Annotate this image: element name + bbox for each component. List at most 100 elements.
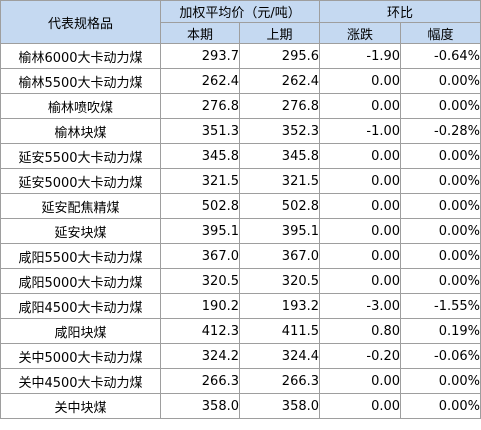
cell-change: 0.80: [319, 318, 402, 344]
cell-current-price: 293.7: [160, 43, 240, 69]
cell-current-price: 345.8: [160, 143, 240, 169]
header-current: 本期: [160, 22, 240, 44]
cell-range: 0.19%: [400, 318, 481, 344]
cell-range: 0.00%: [400, 243, 481, 269]
cell-spec-name: 咸阳块煤: [0, 318, 161, 344]
cell-current-price: 395.1: [160, 218, 240, 244]
header-previous: 上期: [238, 22, 321, 44]
table-row: 延安块煤 395.1 395.1 0.00 0.00%: [0, 218, 481, 244]
cell-range: 0.00%: [400, 218, 481, 244]
cell-spec-name: 榆林6000大卡动力煤: [0, 43, 161, 69]
cell-previous-price: 502.8: [238, 193, 321, 219]
cell-current-price: 412.3: [160, 318, 240, 344]
cell-range: -0.28%: [400, 118, 481, 144]
cell-current-price: 276.8: [160, 93, 240, 119]
cell-range: 0.00%: [400, 268, 481, 294]
cell-previous-price: 295.6: [238, 43, 321, 69]
cell-previous-price: 358.0: [238, 393, 321, 419]
cell-spec-name: 咸阳4500大卡动力煤: [0, 293, 161, 319]
cell-spec-name: 延安配焦精煤: [0, 193, 161, 219]
cell-range: 0.00%: [400, 93, 481, 119]
coal-price-table: 代表规格品 加权平均价（元/吨） 环比 本期 上期 涨跌 幅度 榆林6000大卡…: [0, 0, 481, 419]
cell-change: 0.00: [319, 68, 402, 94]
cell-previous-price: 321.5: [238, 168, 321, 194]
header-name-col: 代表规格品: [0, 0, 161, 44]
header-range: 幅度: [400, 22, 481, 44]
cell-range: 0.00%: [400, 168, 481, 194]
cell-range: -0.06%: [400, 343, 481, 369]
header-change: 涨跌: [319, 22, 402, 44]
cell-spec-name: 延安5000大卡动力煤: [0, 168, 161, 194]
cell-range: 0.00%: [400, 193, 481, 219]
cell-previous-price: 262.4: [238, 68, 321, 94]
cell-change: 0.00: [319, 193, 402, 219]
cell-spec-name: 榆林喷吹煤: [0, 93, 161, 119]
cell-spec-name: 延安块煤: [0, 218, 161, 244]
cell-range: -1.55%: [400, 293, 481, 319]
header-row-top: 代表规格品 加权平均价（元/吨） 环比: [0, 0, 481, 44]
cell-change: -3.00: [319, 293, 402, 319]
table-row: 咸阳4500大卡动力煤 190.2 193.2 -3.00 -1.55%: [0, 293, 481, 319]
cell-change: -0.20: [319, 343, 402, 369]
table-row: 榆林6000大卡动力煤 293.7 295.6 -1.90 -0.64%: [0, 43, 481, 69]
table-row: 关中4500大卡动力煤 266.3 266.3 0.00 0.00%: [0, 368, 481, 394]
cell-range: 0.00%: [400, 368, 481, 394]
cell-change: 0.00: [319, 218, 402, 244]
header-price-group: 加权平均价（元/吨）: [159, 0, 321, 23]
cell-current-price: 324.2: [160, 343, 240, 369]
cell-spec-name: 关中4500大卡动力煤: [0, 368, 161, 394]
cell-current-price: 358.0: [160, 393, 240, 419]
table-row: 榆林块煤 351.3 352.3 -1.00 -0.28%: [0, 118, 481, 144]
table-row: 关中5000大卡动力煤 324.2 324.4 -0.20 -0.06%: [0, 343, 481, 369]
cell-spec-name: 咸阳5000大卡动力煤: [0, 268, 161, 294]
table-row: 榆林5500大卡动力煤 262.4 262.4 0.00 0.00%: [0, 68, 481, 94]
table-row: 榆林喷吹煤 276.8 276.8 0.00 0.00%: [0, 93, 481, 119]
table-body: 榆林6000大卡动力煤 293.7 295.6 -1.90 -0.64% 榆林5500大卡…: [0, 43, 481, 419]
header-mom-group: 环比: [319, 0, 481, 23]
cell-range: 0.00%: [400, 393, 481, 419]
cell-spec-name: 延安5500大卡动力煤: [0, 143, 161, 169]
cell-current-price: 502.8: [160, 193, 240, 219]
cell-previous-price: 352.3: [238, 118, 321, 144]
cell-current-price: 266.3: [160, 368, 240, 394]
cell-spec-name: 榆林块煤: [0, 118, 161, 144]
cell-current-price: 367.0: [160, 243, 240, 269]
cell-current-price: 321.5: [160, 168, 240, 194]
cell-spec-name: 榆林5500大卡动力煤: [0, 68, 161, 94]
cell-change: 0.00: [319, 168, 402, 194]
cell-range: -0.64%: [400, 43, 481, 69]
table-row: 咸阳块煤 412.3 411.5 0.80 0.19%: [0, 318, 481, 344]
cell-previous-price: 411.5: [238, 318, 321, 344]
cell-spec-name: 咸阳5500大卡动力煤: [0, 243, 161, 269]
header-row-sub: 本期 上期 涨跌 幅度: [1, 22, 481, 44]
cell-change: -1.00: [319, 118, 402, 144]
cell-change: 0.00: [319, 368, 402, 394]
cell-current-price: 320.5: [160, 268, 240, 294]
cell-current-price: 262.4: [160, 68, 240, 94]
cell-previous-price: 367.0: [238, 243, 321, 269]
table-row: 关中块煤 358.0 358.0 0.00 0.00%: [0, 393, 481, 419]
cell-previous-price: 324.4: [238, 343, 321, 369]
cell-previous-price: 320.5: [238, 268, 321, 294]
cell-change: -1.90: [319, 43, 402, 69]
cell-change: 0.00: [319, 93, 402, 119]
cell-change: 0.00: [319, 243, 402, 269]
table-row: 延安5500大卡动力煤 345.8 345.8 0.00 0.00%: [0, 143, 481, 169]
cell-previous-price: 345.8: [238, 143, 321, 169]
table-row: 咸阳5500大卡动力煤 367.0 367.0 0.00 0.00%: [0, 243, 481, 269]
cell-spec-name: 关中5000大卡动力煤: [0, 343, 161, 369]
cell-change: 0.00: [319, 143, 402, 169]
cell-change: 0.00: [319, 268, 402, 294]
table-row: 咸阳5000大卡动力煤 320.5 320.5 0.00 0.00%: [0, 268, 481, 294]
cell-previous-price: 193.2: [238, 293, 321, 319]
table-row: 延安配焦精煤 502.8 502.8 0.00 0.00%: [0, 193, 481, 219]
cell-previous-price: 276.8: [238, 93, 321, 119]
cell-range: 0.00%: [400, 68, 481, 94]
cell-current-price: 351.3: [160, 118, 240, 144]
cell-current-price: 190.2: [160, 293, 240, 319]
cell-range: 0.00%: [400, 143, 481, 169]
cell-previous-price: 395.1: [238, 218, 321, 244]
table-row: 延安5000大卡动力煤 321.5 321.5 0.00 0.00%: [0, 168, 481, 194]
cell-spec-name: 关中块煤: [0, 393, 161, 419]
